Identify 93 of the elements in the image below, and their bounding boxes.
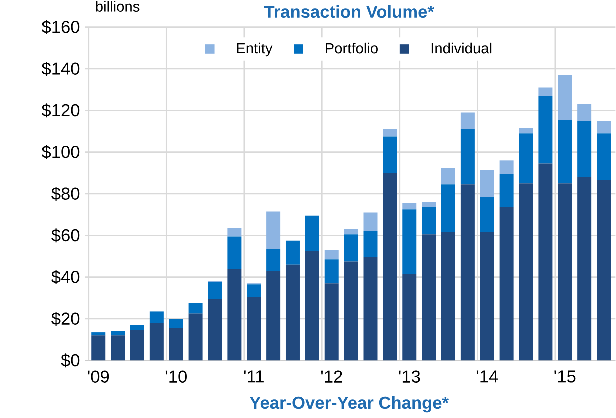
bar	[538, 88, 553, 96]
y-tick-label: $100	[42, 145, 80, 160]
legend-label: Entity	[237, 42, 273, 57]
bar	[305, 251, 320, 361]
bar	[480, 170, 494, 198]
bar	[286, 264, 300, 361]
x-tick-label: '12	[321, 370, 342, 383]
bar	[500, 208, 514, 361]
bar	[228, 269, 242, 361]
bar	[324, 250, 339, 260]
bar	[558, 120, 572, 184]
bar	[344, 262, 358, 361]
bar	[383, 173, 398, 361]
x-tick-label: '13	[399, 370, 420, 383]
y-tick-label: $0	[61, 354, 80, 368]
bar	[344, 234, 358, 262]
bar	[130, 330, 144, 361]
text: Year-Over-Year Change*	[250, 396, 450, 413]
bar	[422, 202, 436, 208]
bar	[92, 336, 106, 361]
bar	[305, 216, 320, 252]
bar	[500, 160, 514, 174]
bar	[247, 284, 262, 298]
chart-title: Transaction Volume*	[264, 5, 434, 18]
bar	[169, 328, 184, 361]
bar	[460, 112, 475, 130]
bar	[422, 208, 436, 235]
bar	[364, 258, 378, 361]
bar	[228, 236, 242, 269]
bar	[111, 336, 126, 361]
x-tick-label: '14	[476, 370, 498, 383]
y-tick-label: $140	[42, 62, 80, 76]
bar	[208, 282, 222, 300]
bar	[480, 197, 494, 233]
x-tick-label: '11	[244, 370, 264, 383]
bar	[578, 121, 592, 178]
bar	[150, 323, 164, 361]
x-tick-label: '09	[88, 370, 110, 383]
bar	[578, 177, 592, 361]
y-tick-label: $20	[52, 312, 80, 326]
bar	[266, 249, 281, 272]
bar	[286, 240, 300, 265]
bar	[188, 314, 203, 361]
bar	[266, 212, 281, 250]
bar	[92, 332, 106, 336]
bar	[402, 274, 417, 361]
bar	[344, 229, 358, 235]
bar	[383, 136, 398, 174]
bar	[558, 75, 572, 120]
bar	[402, 203, 417, 210]
bar	[460, 184, 475, 361]
bar	[519, 184, 534, 361]
y-tick-label: $40	[52, 270, 80, 284]
bar	[500, 174, 514, 208]
bar	[422, 234, 436, 361]
bar	[480, 232, 494, 361]
bar	[519, 134, 534, 184]
bar	[538, 96, 553, 164]
bar	[364, 232, 378, 258]
y-tick-label: $120	[42, 104, 80, 118]
bar	[519, 128, 534, 134]
bar	[460, 129, 475, 185]
bar	[558, 184, 572, 361]
legend-label: Portfolio	[326, 42, 378, 54]
bar	[324, 284, 339, 361]
y-axis-title: billions	[96, 1, 140, 12]
bar	[578, 104, 592, 122]
y-tick-label: $80	[52, 186, 80, 202]
bar	[208, 299, 222, 361]
bar	[402, 210, 417, 274]
bar	[442, 232, 456, 361]
bar	[188, 303, 203, 314]
bar	[597, 180, 612, 361]
x-tick-label: '10	[166, 370, 187, 383]
bar	[266, 271, 281, 361]
bar	[442, 168, 456, 185]
bar	[364, 212, 378, 232]
bar	[538, 164, 553, 361]
bar	[442, 184, 456, 233]
bar	[228, 228, 242, 237]
bar	[150, 312, 164, 324]
bar	[111, 332, 126, 336]
bar	[383, 129, 398, 137]
legend-label: Individual	[432, 42, 492, 54]
bar	[597, 134, 612, 180]
bar	[169, 319, 184, 328]
y-tick-label: $60	[52, 228, 80, 243]
y-tick-label: $160	[42, 20, 80, 34]
bar	[247, 297, 262, 361]
bar	[324, 260, 339, 284]
x-tick-label: '15	[554, 370, 576, 383]
bar	[130, 325, 144, 330]
bar	[597, 121, 612, 134]
